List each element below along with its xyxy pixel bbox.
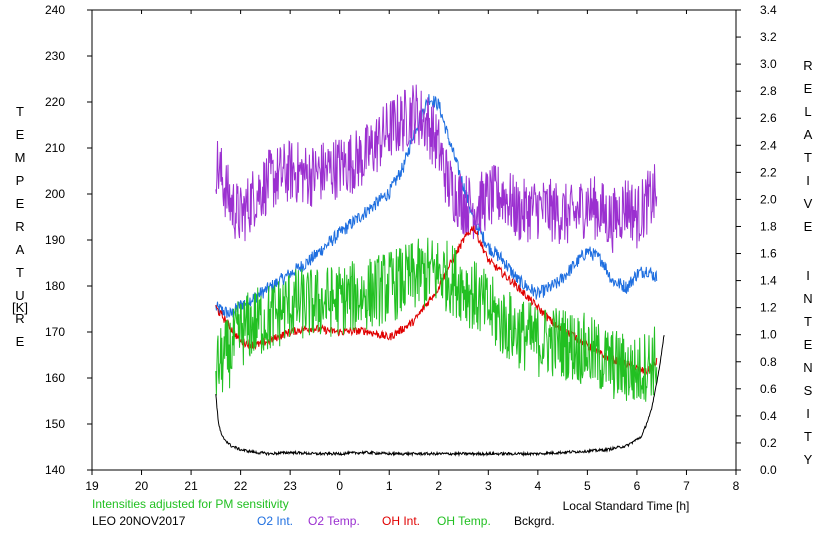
y-left-label-letter: E [16,196,25,211]
y-right-label-letter: A [804,127,813,142]
y-right-label-letter: I [806,173,810,188]
y-left-label-letter: T [16,265,24,280]
y-left-tick-label: 210 [45,141,65,155]
y-right-tick-label: 0.6 [760,382,777,396]
y-right-tick-label: 0.4 [760,409,777,423]
y-right-tick-label: 1.4 [760,274,777,288]
x-axis-title: Local Standard Time [h] [563,499,690,513]
y-right-label-letter: S [804,383,813,398]
y-left-label-letter: P [16,173,25,188]
y-right-label-letter: E [804,81,813,96]
x-tick-label: 1 [386,479,393,493]
y-right-tick-label: 3.2 [760,30,777,44]
y-right-label-letter: N [803,360,812,375]
y-right-tick-label: 2.8 [760,84,777,98]
y-right-label-letter: I [806,268,810,283]
y-right-label-letter: E [804,219,813,234]
y-left-label-letter: U [15,288,24,303]
x-tick-label: 2 [435,479,442,493]
y-left-tick-label: 190 [45,233,65,247]
y-right-tick-label: 3.0 [760,57,777,71]
x-tick-label: 21 [184,479,198,493]
y-right-label-letter: I [806,406,810,421]
x-tick-label: 5 [584,479,591,493]
y-right-label-letter: V [804,196,813,211]
y-left-label-letter: R [15,311,24,326]
y-right-tick-label: 2.4 [760,138,777,152]
y-left-label-letter: A [16,242,25,257]
series-line-oh-temp [215,237,658,402]
y-right-label-letter: T [804,314,812,329]
x-tick-label: 23 [283,479,297,493]
series-line-o2-temp [215,84,658,253]
y-left-tick-label: 220 [45,95,65,109]
x-tick-label: 3 [485,479,492,493]
x-tick-label: 7 [683,479,690,493]
y-right-label-letter: L [804,104,811,119]
y-left-label-letter: M [15,150,26,165]
legend-entry: O2 Temp. [308,514,360,528]
y-left-label-letter: R [15,219,24,234]
y-left-tick-label: 150 [45,417,65,431]
y-left-label-letter: E [16,127,25,142]
y-right-tick-label: 1.2 [760,301,777,315]
x-tick-label: 22 [234,479,248,493]
y-right-tick-label: 0.0 [760,463,777,477]
y-right-tick-label: 1.0 [760,328,777,342]
y-right-label-letter: T [804,429,812,444]
y-right-label-letter: E [804,337,813,352]
series-lines [215,84,665,458]
y-right-tick-label: 2.0 [760,192,777,206]
y-right-tick-label: 3.4 [760,3,777,17]
legend-entry: O2 Int. [257,514,293,528]
series-line-bckgrd [215,335,665,458]
y-left-label-letter: E [16,334,25,349]
x-tick-label: 0 [336,479,343,493]
legend-entry: OH Int. [382,514,420,528]
x-tick-label: 20 [135,479,149,493]
y-left-label-letter: T [16,104,24,119]
station-text: LEO 20NOV2017 [92,514,186,528]
x-tick-label: 19 [85,479,99,493]
y-right-label-letter: T [804,150,812,165]
note-text: Intensities adjusted for PM sensitivity [92,497,289,511]
y-left-label-letter: [K] [12,300,28,315]
y-left-tick-label: 180 [45,279,65,293]
y-right-label-letter: N [803,291,812,306]
y-left-tick-label: 200 [45,187,65,201]
y-right-tick-label: 1.8 [760,219,777,233]
y-right-label-letter: Y [804,452,813,467]
axes: 19 20 21 22 23 0 1 2 3 4 5 6 7 8140150160170180190200… [45,3,777,493]
y-right-tick-label: 2.6 [760,111,777,125]
x-tick-label: 8 [733,479,740,493]
y-left-tick-label: 160 [45,371,65,385]
y-right-tick-label: 2.2 [760,165,777,179]
legend-entry: OH Temp. [437,514,491,528]
y-right-label-letter: R [803,58,812,73]
y-left-tick-label: 140 [45,463,65,477]
legend-entry: Bckgrd. [514,514,555,528]
y-left-tick-label: 240 [45,3,65,17]
y-left-tick-label: 170 [45,325,65,339]
y-right-tick-label: 1.6 [760,247,777,261]
y-right-tick-label: 0.8 [760,355,777,369]
y-left-tick-label: 230 [45,49,65,63]
x-tick-label: 4 [535,479,542,493]
y-right-tick-label: 0.2 [760,436,777,450]
x-tick-label: 6 [634,479,641,493]
